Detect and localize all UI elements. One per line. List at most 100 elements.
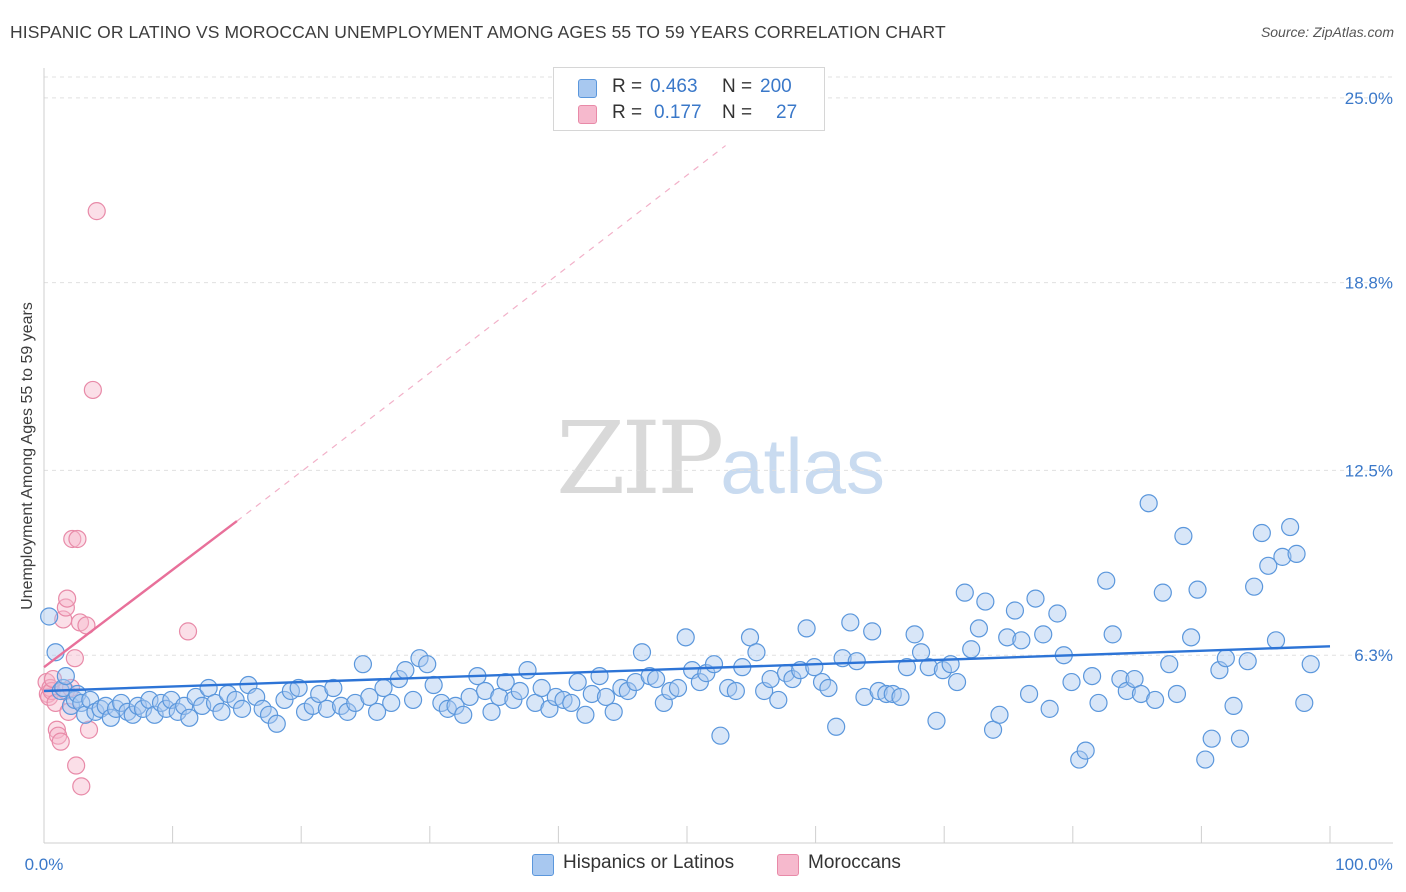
hispanics-point: [1103, 625, 1122, 644]
hispanics-point: [1252, 523, 1271, 543]
hispanics-point: [1245, 577, 1264, 596]
hispanics-point: [1089, 693, 1108, 713]
hispanics-point: [317, 699, 337, 718]
moroccans-point: [178, 622, 198, 641]
moroccans-point: [79, 720, 99, 739]
hispanics-point: [1174, 526, 1193, 546]
hispanics-point: [91, 699, 110, 718]
hispanics-point: [382, 693, 401, 713]
hispanics-point: [226, 690, 245, 710]
hispanics-point: [1273, 547, 1292, 566]
y-tick-label: 12.5%: [1345, 461, 1393, 480]
watermark: ZIPatlas: [556, 400, 885, 517]
hispanics-point: [1048, 604, 1067, 623]
hispanics-point: [1295, 693, 1314, 713]
hispanics-point: [186, 687, 205, 707]
axes: [43, 68, 1393, 844]
tick-labels: 6.3% 12.5% 18.8% 25.0% 0.0% 100.0%: [25, 89, 1393, 874]
legend-n-label: N =: [722, 76, 753, 97]
hispanics-point: [1259, 556, 1278, 575]
hispanics-point: [1012, 631, 1031, 650]
hispanics-point: [1146, 690, 1165, 710]
hispanics-point: [454, 705, 473, 724]
hispanics-trend-line: [43, 645, 1331, 693]
moroccans-point: [51, 732, 70, 751]
hispanics-point: [106, 699, 126, 718]
hispanics-point: [976, 592, 995, 611]
hispanics-point: [133, 699, 153, 718]
hispanics-point: [403, 690, 423, 710]
moroccans-trend-extension: [236, 145, 726, 522]
hispanics-points: [40, 494, 1320, 769]
hispanics-point: [897, 658, 917, 677]
moroccans-point: [67, 756, 86, 775]
hispanics-point: [1019, 684, 1039, 704]
hispanics-point: [1026, 589, 1045, 608]
hispanics-point: [496, 672, 515, 692]
hispanics-point: [927, 711, 946, 730]
hispanics-point: [81, 690, 100, 710]
hispanics-point: [819, 678, 838, 698]
x-tick-label: 100.0%: [1335, 855, 1393, 874]
hispanics-point: [151, 693, 171, 713]
bottom-legend-swatch-blue: [532, 854, 554, 876]
hispanics-point: [711, 726, 730, 745]
hispanics-point: [962, 640, 981, 659]
hispanics-point: [40, 607, 59, 626]
hispanics-point: [1196, 750, 1215, 769]
hispanics-point: [289, 678, 308, 698]
legend-r-value: 0.177: [654, 102, 702, 123]
hispanics-point: [1287, 544, 1306, 563]
hispanics-point: [374, 678, 393, 698]
y-tick-label: 6.3%: [1354, 646, 1393, 665]
hispanics-point: [1153, 583, 1172, 602]
legend-r-value: 0.463: [650, 76, 698, 97]
moroccans-point: [63, 529, 82, 549]
hispanics-point: [532, 678, 551, 698]
hispanics-point: [460, 687, 479, 707]
hispanics-point: [418, 655, 437, 674]
hispanics-point: [86, 702, 105, 721]
legend-n-label: N =: [722, 102, 753, 123]
hispanics-point: [123, 705, 142, 724]
legend-swatch-blue: [578, 79, 597, 98]
moroccans-point: [87, 202, 106, 221]
hispanics-point: [676, 628, 695, 647]
moroccans-point: [72, 777, 91, 796]
hispanics-point: [324, 678, 343, 698]
hispanics-point: [797, 619, 816, 638]
chart-title: HISPANIC OR LATINO VS MOROCCAN UNEMPLOYM…: [10, 22, 946, 42]
hispanics-point: [1005, 601, 1025, 620]
hispanics-point: [911, 643, 931, 662]
hispanics-point: [596, 687, 616, 707]
hispanics-point: [101, 708, 120, 727]
hispanics-point: [1034, 625, 1053, 644]
hispanics-point: [877, 684, 896, 704]
watermark-zip: ZIP: [556, 400, 724, 517]
hispanics-point: [704, 655, 724, 674]
x-tick-label: 0.0%: [25, 855, 64, 874]
hispanics-point: [1301, 655, 1320, 674]
hispanics-point: [396, 661, 415, 680]
hispanics-point: [582, 684, 601, 704]
bottom-legend-swatch-pink: [777, 854, 799, 876]
moroccans-point: [47, 720, 66, 739]
hispanics-point: [212, 702, 231, 721]
hispanics-point: [668, 678, 688, 698]
hispanics-point: [955, 583, 974, 602]
hispanics-point: [905, 625, 924, 644]
hispanics-point: [96, 696, 115, 715]
hispanics-point: [180, 708, 199, 727]
hispanics-point: [1160, 655, 1179, 674]
hispanics-point: [118, 702, 137, 721]
hispanics-point: [275, 690, 294, 710]
legend-r-label: R =: [612, 102, 643, 123]
moroccans-point: [68, 529, 87, 549]
hispanics-point: [1266, 631, 1286, 650]
hispanics-point: [769, 690, 788, 710]
hispanics-point: [1202, 729, 1221, 748]
hispanics-point: [841, 613, 860, 632]
hispanics-point: [891, 687, 910, 707]
hispanics-point: [367, 702, 387, 721]
